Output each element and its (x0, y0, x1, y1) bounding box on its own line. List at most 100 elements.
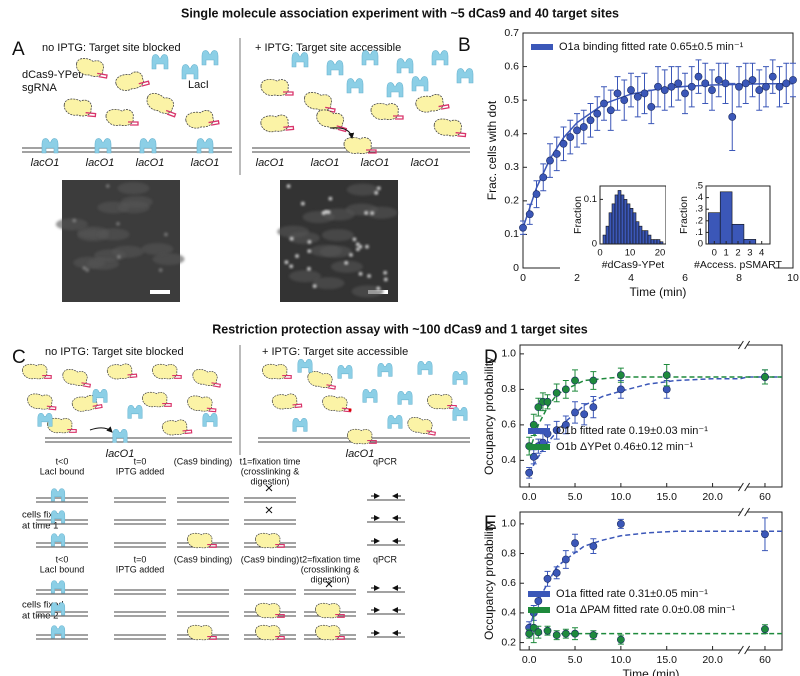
label: t1=fixation time (240, 456, 301, 466)
laci (452, 406, 468, 421)
point (552, 631, 561, 640)
point (681, 89, 689, 98)
dcas9-body (407, 417, 433, 434)
point (616, 385, 625, 394)
laci-body (50, 510, 66, 524)
point (539, 173, 548, 182)
panel-label: C (12, 347, 26, 368)
bar (608, 212, 613, 245)
point (589, 376, 598, 385)
laci-body (326, 60, 344, 76)
x-tick-label: 5.0 (568, 654, 583, 666)
dcas9 (262, 363, 292, 380)
point (571, 539, 579, 548)
dcas9-body (106, 363, 133, 380)
laci (326, 60, 344, 76)
label: lacO1 (361, 157, 390, 169)
laci-body (452, 370, 468, 385)
spot (82, 266, 87, 270)
axis-break (741, 509, 747, 515)
laci-body (361, 50, 379, 66)
point (620, 96, 629, 105)
label: t<0 (56, 554, 69, 564)
laci (386, 82, 404, 98)
dcas9-body (415, 94, 444, 113)
point (525, 210, 534, 219)
laci (202, 412, 218, 427)
laci (201, 50, 219, 66)
panel-label: E (484, 513, 497, 534)
laci (92, 388, 108, 403)
sgrna (275, 636, 285, 640)
cut (265, 484, 273, 492)
label: (Cas9 binding) (241, 554, 300, 564)
laci-body (292, 417, 308, 432)
y-tick-label: 0 (698, 239, 703, 250)
laci (151, 54, 169, 70)
spot (344, 261, 349, 265)
laci-body (181, 64, 199, 80)
dcas9 (161, 419, 193, 436)
spot (295, 254, 299, 258)
y-tick-label: 0.4 (501, 454, 516, 466)
cell (55, 218, 88, 231)
dcas9-body (262, 363, 288, 380)
x-tick-label: 8 (736, 272, 742, 284)
dcas9-body (187, 395, 213, 412)
bar (626, 203, 631, 245)
point (748, 76, 757, 84)
cell (97, 228, 130, 241)
dcas9 (255, 602, 285, 619)
dcas9-body (142, 391, 168, 408)
laci (196, 138, 214, 154)
point (735, 82, 743, 91)
y-tick-label: 0.1 (584, 194, 597, 205)
dcas9 (307, 371, 337, 390)
laci-body (411, 76, 429, 92)
sgrna (455, 132, 467, 138)
axis-break (741, 484, 747, 490)
x-tick-label: 10 (787, 272, 799, 284)
label: (crosslinking & (301, 564, 360, 574)
sgrna (97, 72, 108, 79)
bar (644, 230, 649, 245)
point (775, 82, 784, 91)
bar (632, 212, 637, 245)
dcas9 (315, 624, 345, 641)
dcas9 (315, 602, 345, 619)
axis-break (741, 342, 747, 348)
spot (286, 184, 291, 188)
point (694, 72, 703, 81)
sgrna (138, 80, 150, 87)
bar (708, 212, 721, 245)
spot (164, 232, 168, 237)
cell (312, 277, 345, 290)
legend-swatch (528, 607, 550, 613)
sgrna (426, 430, 437, 436)
spot (307, 240, 312, 244)
point (606, 106, 615, 115)
point (571, 629, 579, 638)
spot (307, 249, 312, 253)
point (789, 76, 797, 84)
point (543, 574, 552, 583)
dcas9 (255, 532, 285, 549)
y-tick-label: 0 (592, 239, 597, 250)
dcas9-body (271, 393, 298, 410)
x-tick-label: 15.0 (657, 491, 678, 503)
point (561, 629, 570, 638)
spot (376, 286, 381, 291)
spot (358, 244, 363, 249)
laci-body (377, 362, 393, 377)
laci-body (397, 390, 413, 405)
label: IPTG added (116, 466, 165, 476)
label: IPTG added (116, 564, 165, 574)
dcas9-body (347, 428, 373, 445)
sgrna (206, 407, 217, 413)
dcas9-body (76, 58, 104, 77)
point (546, 156, 554, 165)
point (633, 92, 642, 101)
spot (284, 260, 289, 265)
point (701, 79, 710, 88)
sgrna (335, 636, 345, 640)
